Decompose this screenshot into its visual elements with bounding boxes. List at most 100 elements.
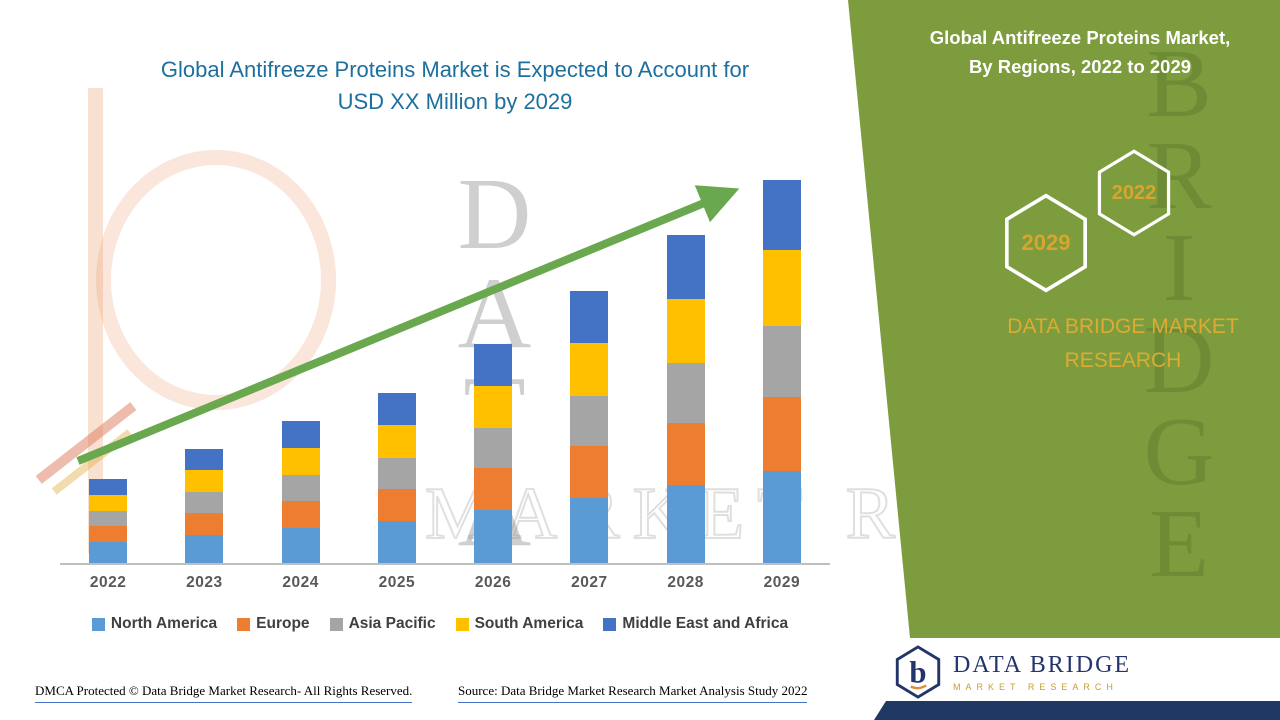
chart-title: Global Antifreeze Proteins Market is Exp…	[85, 54, 825, 118]
bar-column-2026	[445, 180, 541, 563]
x-axis-label-2025: 2025	[378, 574, 416, 591]
bar-segment-europe	[666, 423, 705, 485]
bar-segment-north-america	[762, 471, 801, 563]
bar-segment-europe	[185, 513, 224, 535]
bar-segment-middle-east-and-africa	[377, 393, 416, 425]
legend-item-europe: Europe	[237, 615, 310, 633]
bar-column-2028	[638, 180, 734, 563]
bar-segment-europe	[570, 446, 609, 498]
x-axis-label-2024: 2024	[282, 574, 319, 591]
x-axis-label-2029: 2029	[763, 574, 801, 591]
svg-text:b: b	[909, 656, 926, 690]
stacked-bar-2029	[762, 180, 801, 563]
panel-brand-text: DATA BRIDGE MARKET RESEARCH	[953, 310, 1280, 377]
panel-brand-line1: DATA BRIDGE MARKET	[1007, 315, 1239, 338]
bar-segment-north-america	[281, 528, 320, 563]
hexagon-2022: 2022	[1092, 148, 1176, 238]
stacked-bar-2026	[474, 344, 513, 563]
bar-segment-north-america	[185, 535, 224, 563]
legend-label-europe: Europe	[256, 615, 310, 632]
bar-segment-south-america	[666, 299, 705, 363]
panel-heading: Global Antifreeze Proteins Market, By Re…	[900, 24, 1260, 81]
bar-segment-europe	[377, 489, 416, 521]
bar-segment-europe	[762, 397, 801, 471]
x-axis-label-2028: 2028	[667, 574, 704, 591]
bar-segment-middle-east-and-africa	[89, 479, 128, 495]
logo-hexagon-icon: b	[895, 645, 941, 699]
bar-segment-middle-east-and-africa	[762, 180, 801, 250]
bar-segment-north-america	[474, 510, 513, 563]
bar-chart-plot	[60, 180, 830, 565]
hexagon-2029: 2029	[998, 192, 1094, 294]
bottom-navy-strip	[874, 701, 1280, 720]
bar-segment-south-america	[570, 343, 609, 396]
logo-tagline: MARKET RESEARCH	[953, 682, 1118, 692]
x-axis-label-2023: 2023	[186, 574, 223, 591]
stacked-bar-2024	[281, 421, 320, 563]
panel-heading-line2: By Regions, 2022 to 2029	[968, 55, 1192, 77]
bar-segment-south-america	[377, 425, 416, 458]
bar-segment-europe	[281, 501, 320, 528]
bar-segment-middle-east-and-africa	[185, 449, 224, 470]
bar-segment-middle-east-and-africa	[474, 344, 513, 386]
bar-segment-asia-pacific	[666, 363, 705, 423]
legend-item-middle-east-and-africa: Middle East and Africa	[603, 615, 788, 633]
bar-segment-south-america	[474, 386, 513, 428]
chart-title-line2: USD XX Million by 2029	[337, 88, 573, 114]
bar-column-2025	[349, 180, 445, 563]
hexagon-2022-label: 2022	[1111, 181, 1157, 204]
bar-segment-south-america	[185, 470, 224, 492]
bar-column-2024	[253, 180, 349, 563]
bar-segment-north-america	[570, 498, 609, 563]
bar-segment-middle-east-and-africa	[281, 421, 320, 448]
stacked-bar-2028	[666, 235, 705, 563]
legend-swatch-asia-pacific	[329, 617, 343, 631]
legend-label-asia-pacific: Asia Pacific	[348, 615, 436, 632]
panel-brand-line2: RESEARCH	[1064, 348, 1182, 372]
bar-column-2029	[734, 180, 830, 563]
legend-swatch-europe	[237, 617, 251, 631]
legend-item-south-america: South America	[455, 615, 584, 633]
panel-heading-line1: Global Antifreeze Proteins Market,	[929, 27, 1231, 48]
bar-segment-south-america	[762, 250, 801, 326]
side-panel: BRIDGE Global Antifreeze Proteins Market…	[848, 0, 1280, 638]
logo-wordmark: DATA BRIDGE	[953, 652, 1132, 678]
bar-segment-asia-pacific	[377, 458, 416, 489]
chart-title-line1: Global Antifreeze Proteins Market is Exp…	[160, 57, 750, 82]
bar-segment-europe	[89, 526, 128, 542]
bar-segment-south-america	[89, 495, 128, 511]
bar-segment-asia-pacific	[185, 492, 224, 513]
bar-column-2023	[156, 180, 252, 563]
bar-segment-asia-pacific	[474, 428, 513, 468]
stacked-bar-2025	[377, 393, 416, 563]
bar-segment-north-america	[377, 521, 416, 563]
x-axis-label-2022: 2022	[89, 574, 127, 591]
x-axis-label-2027: 2027	[571, 574, 608, 591]
bar-column-2027	[541, 180, 637, 563]
bar-segment-asia-pacific	[570, 396, 609, 446]
hexagon-2029-label: 2029	[1021, 230, 1071, 255]
dmca-notice: DMCA Protected © Data Bridge Market Rese…	[35, 683, 413, 703]
bar-segment-asia-pacific	[89, 511, 128, 526]
data-bridge-logo: b DATA BRIDGE MARKET RESEARCH	[893, 645, 1131, 699]
bar-segment-north-america	[666, 485, 705, 563]
chart-legend: North America Europe Asia Pacific South Ame…	[45, 615, 835, 633]
stacked-bar-2022	[89, 479, 128, 563]
legend-swatch-south-america	[455, 617, 469, 631]
legend-item-asia-pacific: Asia Pacific	[329, 615, 436, 633]
legend-label-south-america: South America	[474, 615, 584, 632]
bar-segment-north-america	[89, 542, 128, 563]
bar-segment-middle-east-and-africa	[666, 235, 705, 299]
bar-segment-asia-pacific	[281, 475, 320, 501]
bar-column-2022	[60, 180, 156, 563]
bar-segment-europe	[474, 468, 513, 510]
source-credit: Source: Data Bridge Market Research Mark…	[458, 683, 808, 703]
x-axis-label-2026: 2026	[474, 574, 512, 591]
x-axis-labels: 2022 2023 2024 2025 2026 2027 2028 2029	[60, 574, 830, 592]
legend-swatch-middle-east-and-africa	[603, 617, 617, 631]
legend-item-north-america: North America	[91, 615, 217, 633]
legend-label-middle-east-and-africa: Middle East and Africa	[622, 615, 789, 632]
legend-swatch-north-america	[91, 617, 105, 631]
bar-segment-middle-east-and-africa	[570, 291, 609, 343]
bar-segment-asia-pacific	[762, 326, 801, 397]
